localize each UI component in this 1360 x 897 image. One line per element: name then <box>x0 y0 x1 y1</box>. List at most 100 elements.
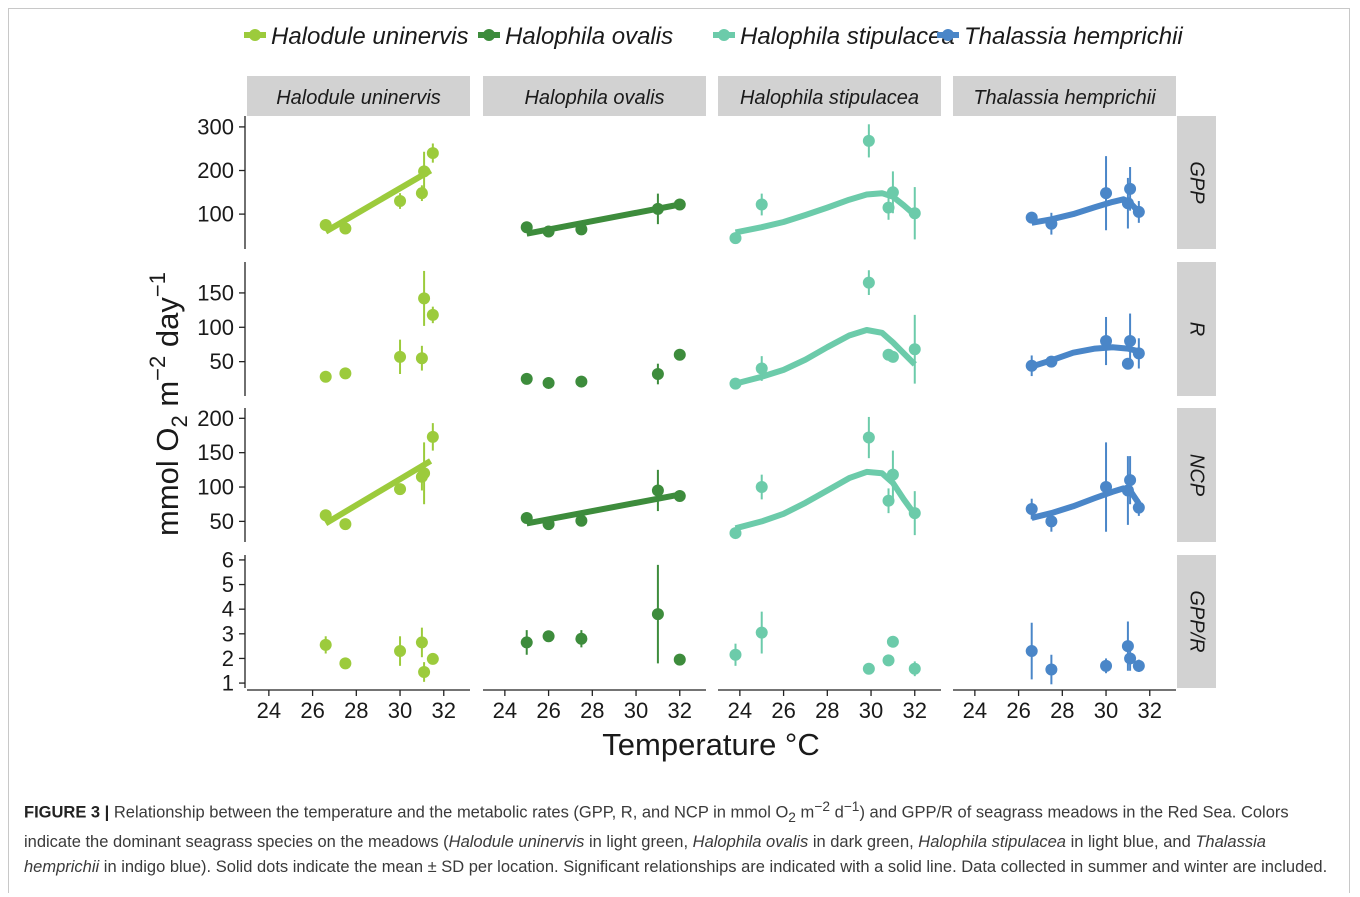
x-tick-label: 30 <box>624 698 648 723</box>
y-tick-label: 300 <box>197 114 234 139</box>
data-point <box>673 348 686 361</box>
legend-swatch-dot <box>483 29 495 41</box>
data-point <box>1132 205 1145 218</box>
strip-r <box>1177 262 1216 396</box>
data-point <box>882 654 895 667</box>
data-point <box>418 665 431 678</box>
strip-label-thalassia-hemprichii: Thalassia hemprichii <box>973 87 1156 109</box>
figure-caption: FIGURE 3 | Relationship between the temp… <box>24 799 1328 876</box>
data-point <box>1121 484 1134 497</box>
data-point <box>1045 515 1058 528</box>
data-point <box>339 222 352 235</box>
data-point <box>651 608 664 621</box>
data-point <box>415 636 428 649</box>
y-tick-label: 150 <box>197 280 234 305</box>
legend: Halodule uninervis Halophila ovalis Haloph… <box>244 23 1183 50</box>
y-tick-label: 200 <box>197 158 234 183</box>
data-point <box>520 372 533 385</box>
legend-label: Halodule uninervis <box>271 23 468 50</box>
data-point <box>908 662 921 675</box>
fit-line-gpp-halodule-uninervis <box>324 167 433 235</box>
data-point <box>1132 659 1145 672</box>
data-point <box>651 202 664 215</box>
figure-frame <box>8 8 1350 893</box>
y-tick-label: 100 <box>197 315 234 340</box>
data-point <box>1132 501 1145 514</box>
data-point <box>520 221 533 234</box>
data-point <box>755 481 768 494</box>
data-point <box>319 509 332 522</box>
data-point <box>882 201 895 214</box>
data-point <box>520 636 533 649</box>
x-tick-label: 28 <box>344 698 368 723</box>
data-point <box>1132 347 1145 360</box>
data-point <box>319 370 332 383</box>
x-tick-label: 32 <box>668 698 692 723</box>
data-point <box>886 635 899 648</box>
data-point <box>886 468 899 481</box>
data-point <box>1025 211 1038 224</box>
data-point <box>542 518 555 531</box>
x-tick-label: 26 <box>536 698 560 723</box>
data-point <box>415 352 428 365</box>
x-tick-label: 30 <box>1094 698 1118 723</box>
y-axis-title: mmol O2 m−2 day−1 <box>145 272 192 536</box>
data-point <box>394 195 407 208</box>
y-tick-label: 50 <box>210 349 234 374</box>
data-point <box>418 467 431 480</box>
legend-item-halophila-stipulacea: Halophila stipulacea <box>713 23 955 50</box>
x-tick-label: 24 <box>257 698 281 723</box>
strip-label-r: R <box>1186 322 1208 336</box>
data-point <box>673 198 686 211</box>
legend-item-halodule-uninervis: Halodule uninervis <box>244 23 468 50</box>
data-point <box>1124 335 1137 348</box>
data-point <box>755 362 768 375</box>
fit-line-r-halophila-stipulacea <box>734 327 917 387</box>
data-point <box>651 484 664 497</box>
data-point <box>1100 187 1113 200</box>
x-tick-label: 24 <box>963 698 987 723</box>
data-point <box>1045 355 1058 368</box>
data-point <box>542 225 555 238</box>
data-point <box>418 165 431 178</box>
x-tick-label: 28 <box>1050 698 1074 723</box>
y-tick-label: 5 <box>222 572 234 597</box>
strip-label-halophila-stipulacea: Halophila stipulacea <box>740 87 919 109</box>
legend-swatch-dot <box>249 29 261 41</box>
fit-line-gpp-halophila-stipulacea <box>734 190 917 236</box>
chart: Halodule uninervis Halophila ovalis Haloph… <box>145 23 1216 762</box>
data-point <box>673 489 686 502</box>
x-tick-label: 28 <box>815 698 839 723</box>
strip-label-gpp-r: GPP/R <box>1186 590 1208 652</box>
data-point <box>862 431 875 444</box>
legend-label: Thalassia hemprichii <box>964 23 1183 50</box>
data-point <box>729 232 742 245</box>
legend-item-thalassia-hemprichii: Thalassia hemprichii <box>937 23 1183 50</box>
data-point <box>862 662 875 675</box>
data-point <box>319 638 332 651</box>
fit-line-ncp-halophila-ovalis <box>526 491 681 527</box>
data-point <box>575 632 588 645</box>
facet-strips: Halodule uninervis Halophila ovalis Haloph… <box>247 76 1216 688</box>
legend-swatch-dot <box>942 29 954 41</box>
strip-thalassia-hemprichii <box>953 76 1176 116</box>
data-point <box>1025 645 1038 658</box>
data-point <box>415 187 428 200</box>
data-point <box>886 350 899 363</box>
x-tick-label: 32 <box>432 698 456 723</box>
data-point <box>755 198 768 211</box>
data-point <box>862 276 875 289</box>
data-point <box>520 511 533 524</box>
data-point <box>339 367 352 380</box>
x-tick-label: 26 <box>1006 698 1030 723</box>
y-axis-title-text: mmol O2 m−2 day−1 <box>145 272 192 536</box>
data-point <box>1025 503 1038 516</box>
data-point <box>1100 481 1113 494</box>
data-point <box>394 350 407 363</box>
data-point <box>908 207 921 220</box>
strip-label-gpp: GPP <box>1186 161 1208 204</box>
y-tick-label: 6 <box>222 547 234 572</box>
strip-label-ncp: NCP <box>1186 454 1208 497</box>
y-tick-label: 2 <box>222 646 234 671</box>
